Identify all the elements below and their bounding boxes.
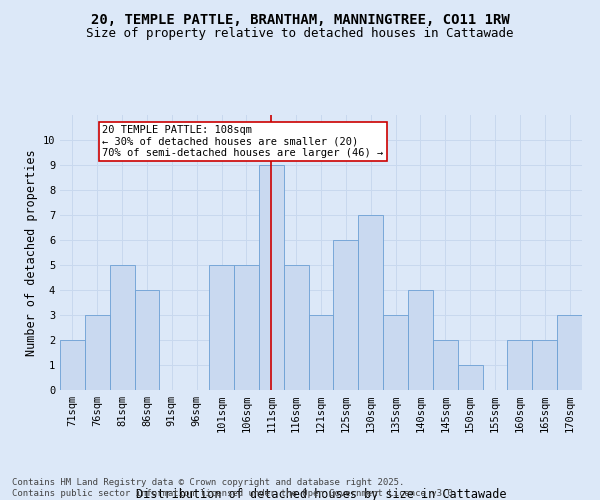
Bar <box>508 340 532 390</box>
Bar <box>234 265 259 390</box>
Bar <box>383 315 408 390</box>
Bar <box>433 340 458 390</box>
Bar <box>110 265 134 390</box>
Bar <box>308 315 334 390</box>
Text: 20 TEMPLE PATTLE: 108sqm
← 30% of detached houses are smaller (20)
70% of semi-d: 20 TEMPLE PATTLE: 108sqm ← 30% of detach… <box>102 125 383 158</box>
Text: Contains HM Land Registry data © Crown copyright and database right 2025.
Contai: Contains HM Land Registry data © Crown c… <box>12 478 458 498</box>
Bar <box>408 290 433 390</box>
Y-axis label: Number of detached properties: Number of detached properties <box>25 149 38 356</box>
Bar <box>334 240 358 390</box>
X-axis label: Distribution of detached houses by size in Cattawade: Distribution of detached houses by size … <box>136 488 506 500</box>
Bar <box>358 215 383 390</box>
Bar <box>60 340 85 390</box>
Bar <box>134 290 160 390</box>
Bar <box>259 165 284 390</box>
Text: Size of property relative to detached houses in Cattawade: Size of property relative to detached ho… <box>86 28 514 40</box>
Bar <box>458 365 482 390</box>
Bar <box>532 340 557 390</box>
Bar <box>557 315 582 390</box>
Bar <box>209 265 234 390</box>
Bar <box>284 265 308 390</box>
Bar <box>85 315 110 390</box>
Text: 20, TEMPLE PATTLE, BRANTHAM, MANNINGTREE, CO11 1RW: 20, TEMPLE PATTLE, BRANTHAM, MANNINGTREE… <box>91 12 509 26</box>
